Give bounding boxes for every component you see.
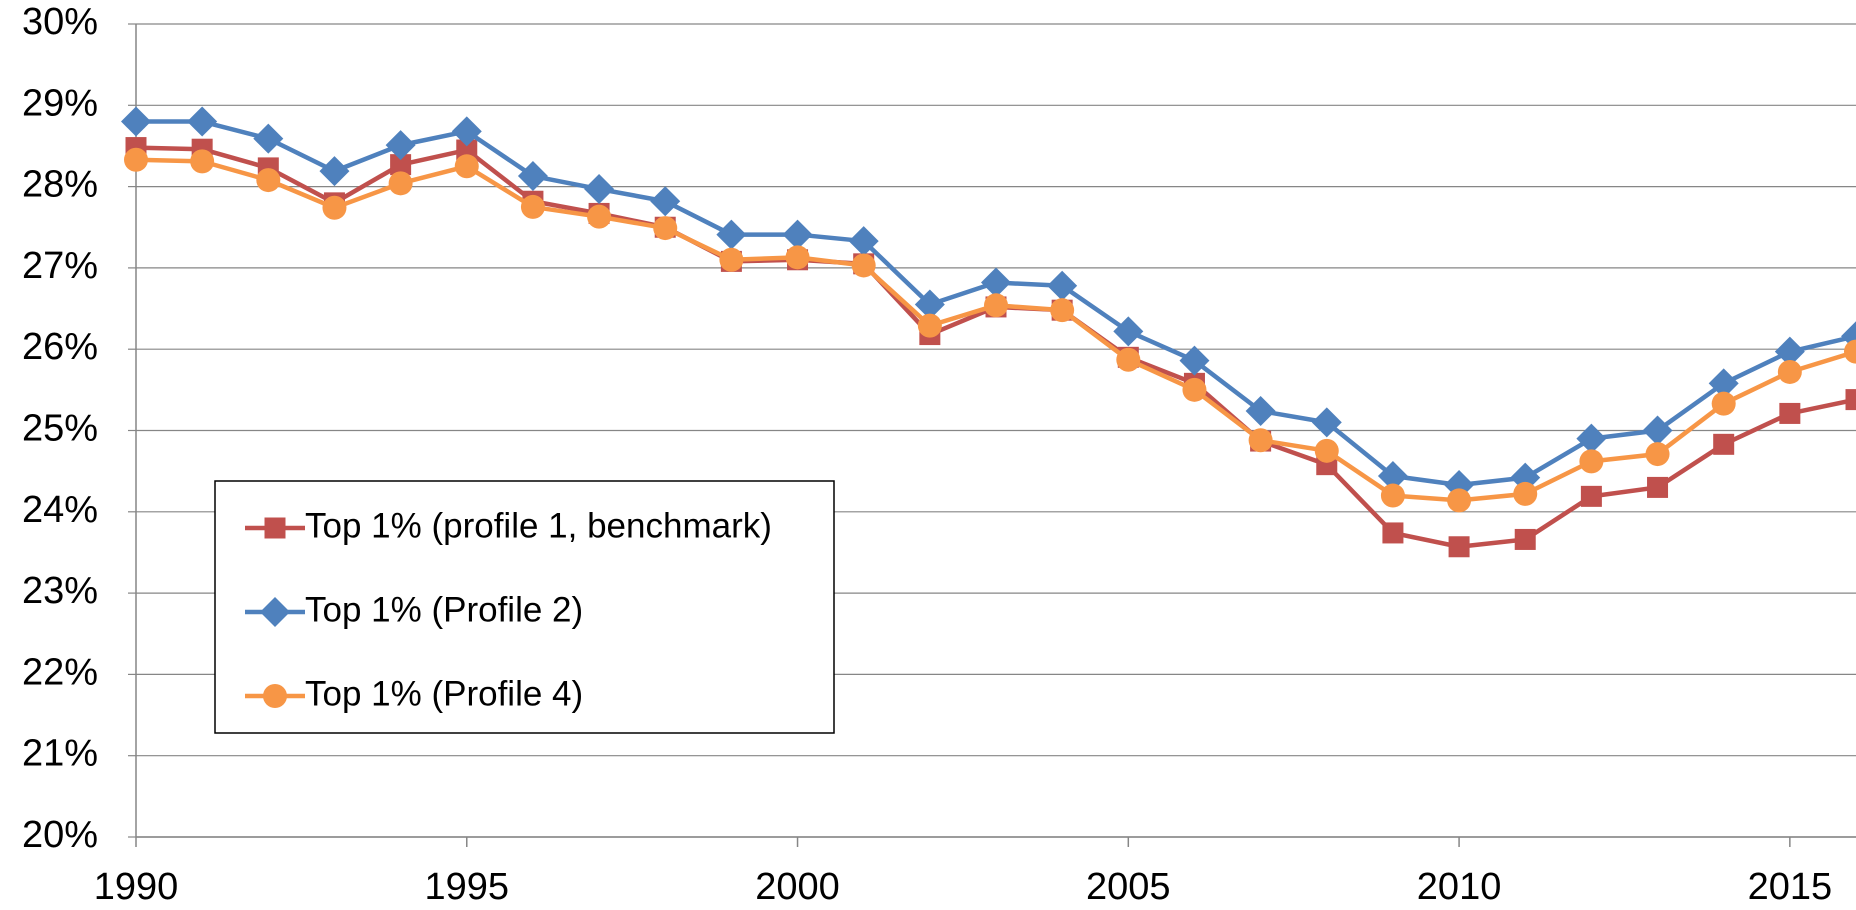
y-tick-label: 27% <box>22 245 98 287</box>
y-tick-label: 20% <box>22 814 98 856</box>
marker-square <box>1779 402 1801 424</box>
marker-circle <box>719 247 744 272</box>
series <box>121 106 1856 500</box>
marker-circle <box>1513 481 1538 506</box>
marker-circle <box>1248 428 1273 453</box>
x-tick-label: 2000 <box>755 866 840 908</box>
marker-square <box>1514 528 1536 550</box>
marker-square <box>1845 389 1856 411</box>
x-tick-label: 2005 <box>1086 866 1171 908</box>
marker-diamond <box>260 597 290 627</box>
marker-diamond <box>1245 395 1276 426</box>
marker-square <box>390 154 412 176</box>
marker-circle <box>785 245 810 270</box>
x-tick-label: 2015 <box>1748 866 1833 908</box>
marker-diamond <box>1642 415 1673 446</box>
marker-circle <box>322 195 347 220</box>
marker-circle <box>388 171 413 196</box>
marker-circle <box>1447 488 1472 513</box>
y-tick-label: 26% <box>22 326 98 368</box>
marker-diamond <box>1179 345 1210 376</box>
marker-circle <box>1777 359 1802 384</box>
marker-diamond <box>1311 407 1342 438</box>
marker-diamond <box>517 161 548 192</box>
marker-square <box>1647 476 1669 498</box>
y-tick-label: 23% <box>22 570 98 612</box>
marker-diamond <box>716 219 747 250</box>
marker-square <box>1448 536 1470 558</box>
marker-circle <box>1645 442 1670 467</box>
series-line <box>135 157 1856 503</box>
y-tick-label: 24% <box>22 489 98 531</box>
marker-circle <box>984 293 1008 318</box>
x-tick-label: 1995 <box>424 866 509 908</box>
marker-circle <box>256 168 281 193</box>
marker-circle <box>653 216 678 241</box>
marker-diamond <box>914 289 945 320</box>
marker-circle <box>124 147 148 172</box>
marker-circle <box>587 204 612 229</box>
marker-diamond <box>121 106 151 137</box>
marker-diamond <box>253 123 284 154</box>
marker-square <box>456 139 478 161</box>
marker-circle <box>1711 391 1736 416</box>
marker-diamond <box>1774 336 1805 367</box>
marker-diamond <box>650 186 681 217</box>
marker-circle <box>1050 298 1075 323</box>
marker-circle <box>1116 347 1141 372</box>
legend-label: Top 1% (Profile 4) <box>305 674 583 713</box>
marker-diamond <box>187 106 218 137</box>
marker-circle <box>1579 449 1604 474</box>
x-tick-label: 1990 <box>94 866 179 908</box>
marker-diamond <box>584 174 615 205</box>
marker-circle <box>1844 339 1856 364</box>
y-tick-label: 28% <box>22 164 98 206</box>
marker-circle <box>190 149 215 174</box>
marker-circle <box>520 194 545 219</box>
legend-label: Top 1% (Profile 2) <box>305 590 583 629</box>
marker-diamond <box>1113 316 1144 347</box>
marker-diamond <box>385 130 416 161</box>
marker-diamond <box>848 226 879 257</box>
marker-square <box>1382 522 1404 544</box>
marker-circle <box>1380 483 1405 508</box>
marker-square <box>1580 485 1602 507</box>
marker-circle <box>917 313 942 338</box>
y-tick-label: 22% <box>22 651 98 693</box>
marker-circle <box>851 253 876 278</box>
marker-diamond <box>319 156 350 187</box>
marker-diamond <box>981 267 1011 298</box>
series <box>124 147 1856 513</box>
legend-label: Top 1% (profile 1, benchmark) <box>305 506 772 545</box>
y-tick-label: 29% <box>22 82 98 124</box>
marker-square <box>1713 433 1735 455</box>
marker-circle <box>1314 438 1339 463</box>
marker-diamond <box>782 219 813 250</box>
marker-diamond <box>451 116 482 147</box>
legend: Top 1% (profile 1, benchmark) Top 1% (Pro… <box>214 480 835 734</box>
y-tick-label: 21% <box>22 733 98 775</box>
legend-box <box>214 480 835 734</box>
marker-circle <box>454 154 479 179</box>
marker-diamond <box>1576 423 1607 454</box>
y-tick-label: 25% <box>22 408 98 450</box>
marker-circle <box>263 684 287 708</box>
marker-square <box>264 517 286 539</box>
y-tick-label: 30% <box>22 1 98 43</box>
marker-circle <box>1182 377 1207 402</box>
marker-diamond <box>1377 461 1408 492</box>
marker-diamond <box>1708 368 1739 399</box>
x-tick-label: 2010 <box>1417 866 1502 908</box>
marker-diamond <box>1047 270 1078 301</box>
